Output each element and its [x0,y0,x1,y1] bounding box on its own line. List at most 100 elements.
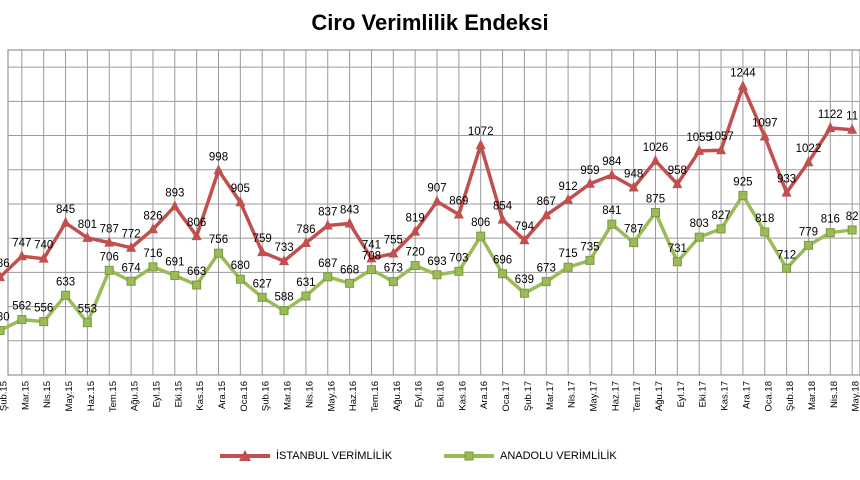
series-line [0,84,853,279]
data-label: 631 [296,277,315,289]
data-label: 786 [296,224,315,236]
data-label: 687 [318,258,337,270]
x-tick-label: Kas.17 [720,381,731,411]
data-label: 627 [253,278,272,290]
data-label: 740 [34,240,53,252]
x-tick-label: Şub.15 [0,381,10,411]
data-label: 693 [427,256,446,268]
x-tick-label: Nis.18 [829,381,840,408]
x-tick-label: Mar.18 [807,381,818,410]
data-label: 691 [165,256,184,268]
data-label: 756 [209,234,228,246]
x-tick-label: Oca.17 [501,381,512,412]
data-point [497,213,508,224]
data-label: 562 [12,301,31,313]
data-point [498,269,508,279]
x-tick-label: Şub.16 [261,381,272,411]
x-tick-label: Nis.15 [42,381,53,408]
data-point [825,122,836,132]
data-point [650,154,661,165]
data-label: 731 [668,243,687,255]
data-label: 998 [209,151,228,163]
data-label: 1097 [752,118,778,130]
series-0: 6867477408458017877728268938069989057597… [0,67,858,282]
x-tick-label: Kas.16 [457,381,468,411]
data-label: 673 [537,263,556,275]
data-point [563,262,573,272]
data-point [366,252,377,263]
data-label: 959 [580,165,599,177]
x-tick-label: Ara.16 [479,381,490,409]
data-label: 867 [537,196,556,208]
data-point [17,315,27,325]
x-tick-label: Eki.17 [698,381,709,407]
data-point [607,219,617,229]
data-label: 875 [646,194,665,206]
data-point [825,228,835,238]
data-point [214,248,223,258]
data-label: 663 [187,266,206,278]
data-point [410,261,420,271]
legend-istanbul: İSTANBUL VERİMLİLİK [218,446,392,466]
data-point [344,217,355,228]
legend-istanbul-label: İSTANBUL VERİMLİLİK [276,450,393,462]
data-label: 806 [471,217,490,229]
data-label: 948 [624,169,643,181]
data-point [781,186,792,197]
x-tick-label: Ara.15 [217,381,228,409]
data-label: 553 [78,304,97,316]
data-label: 843 [340,204,359,216]
data-point [454,266,464,276]
data-label: 1022 [796,143,822,155]
data-point [694,144,705,155]
data-label: 82 [846,211,859,223]
data-label: 588 [274,292,293,304]
data-point [126,276,136,286]
data-label: 712 [777,249,796,261]
data-label: 816 [821,214,840,226]
data-point [519,288,529,298]
data-label: 1122 [818,109,843,121]
data-label: 11 [846,111,858,123]
x-tick-label: Haz.17 [610,381,621,411]
data-point [760,227,770,237]
data-label: 905 [231,183,250,195]
data-point [847,123,858,134]
data-label: 696 [493,255,512,267]
data-label: 779 [799,226,818,238]
legend-anadolu-label: ANADOLU VERİMLİLİK [500,450,617,462]
data-point [366,265,376,275]
x-tick-label: May.18 [851,381,860,411]
data-label: 826 [143,210,162,222]
data-point [476,231,486,241]
data-point [716,224,726,234]
data-point [737,80,748,91]
data-label: 803 [690,218,709,230]
x-tick-label: Şub.17 [523,381,534,411]
data-point [257,292,267,302]
data-point [672,257,682,267]
data-point [0,326,5,336]
data-label: 708 [362,251,381,263]
data-label: 686 [0,258,10,270]
plot-frame [7,49,860,376]
data-point [453,208,464,219]
data-label: 912 [559,181,578,193]
data-point [82,231,93,242]
data-label: 818 [755,213,774,225]
x-tick-label: Ağu.17 [654,381,665,411]
data-label: 680 [231,260,250,272]
x-tick-label: Mar.17 [545,381,556,410]
data-label: 958 [668,165,687,177]
data-point [694,232,704,242]
data-point [191,230,202,241]
data-point [279,255,290,266]
data-label: 706 [100,251,119,263]
data-point [39,317,49,327]
data-point [716,144,727,155]
data-point [410,225,421,236]
data-point [584,177,595,188]
data-label: 715 [559,248,578,260]
